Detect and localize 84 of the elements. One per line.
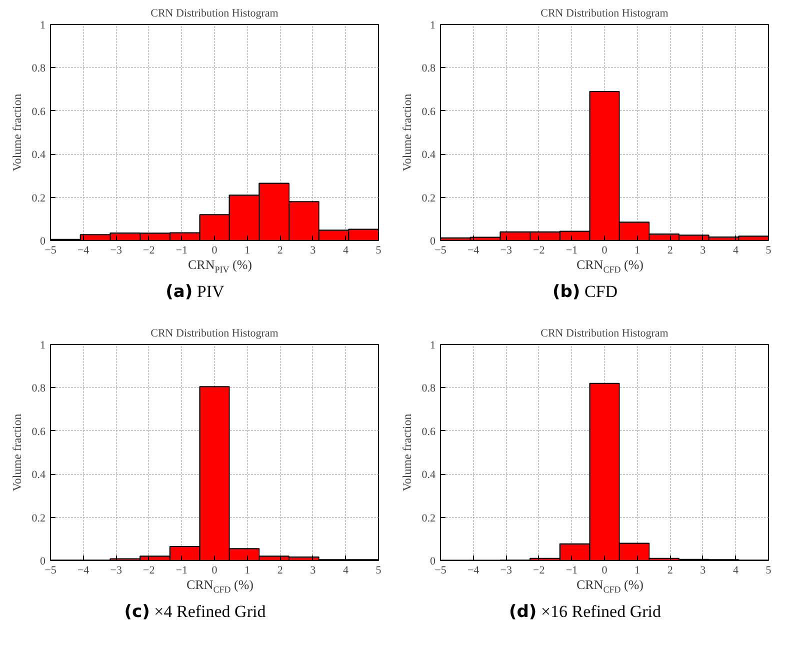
y-tick-label: 0.2	[32, 512, 46, 524]
chart-title: CRN Distribution Histogram	[540, 328, 669, 340]
y-tick-label: 0.2	[422, 512, 436, 524]
text: (c) ×4 Refined Grid	[123, 601, 267, 624]
x-tick-label: −1	[566, 564, 578, 576]
text: (a) PIV	[164, 281, 226, 304]
y-tick-label: 0.6	[32, 106, 46, 118]
x-tick-label: −3	[500, 244, 512, 256]
x-tick-label: −4	[467, 244, 480, 256]
x-tick-label: −1	[176, 244, 188, 256]
x-tick-label: −3	[110, 244, 122, 256]
x-tick-label: −4	[77, 244, 90, 256]
x-tick-label: −3	[110, 564, 122, 576]
x-tick-label: −4	[467, 564, 480, 576]
x-tick-label: −2	[533, 244, 545, 256]
chart-title: CRN Distribution Histogram	[150, 328, 279, 340]
x-axis-title: CRN$_{CFD}$ (%)	[186, 576, 254, 596]
y-tick-label: 0	[40, 236, 46, 248]
y-tick-label: 0.6	[32, 426, 46, 438]
x-tick-label: −1	[176, 564, 188, 576]
y-tick-label: 1	[430, 20, 436, 32]
x-tick-label: 4	[732, 564, 739, 576]
x-tick-label: 0	[212, 244, 218, 256]
x-axis-title: CRN$_{CFD}$ (%)	[576, 576, 644, 596]
x-tick-label: −5	[434, 564, 447, 576]
x-tick-label: −2	[143, 564, 155, 576]
y-tick-label: 1	[430, 340, 436, 352]
x-tick-label: −1	[566, 244, 578, 256]
x-tick-label: −2	[143, 244, 155, 256]
x-tick-label: 5	[766, 244, 772, 256]
x-tick-label: 4	[732, 244, 739, 256]
x-tick-label: −2	[533, 564, 545, 576]
x-tick-label: 2	[277, 564, 283, 576]
x-tick-label: 3	[700, 564, 706, 576]
y-tick-label: 0.4	[422, 469, 436, 482]
x-tick-label: 3	[700, 244, 706, 256]
y-tick-label: 0.2	[422, 192, 436, 204]
y-axis-title: Volume fraction	[10, 94, 24, 172]
y-axis-title: Volume fraction	[400, 94, 414, 172]
x-tick-label: 1	[634, 564, 640, 576]
y-tick-label: 0.4	[32, 149, 46, 162]
x-tick-label: 0	[212, 564, 218, 576]
x-tick-label: 5	[376, 244, 382, 256]
x-tick-label: 2	[667, 564, 673, 576]
x-tick-label: −5	[434, 244, 447, 256]
x-tick-label: 3	[310, 564, 316, 576]
x-tick-label: 5	[766, 564, 772, 576]
y-tick-label: 1	[40, 20, 46, 32]
x-tick-label: −5	[44, 564, 57, 576]
chart-title: CRN Distribution Histogram	[150, 8, 279, 20]
x-tick-label: 3	[310, 244, 316, 256]
x-tick-label: 4	[342, 564, 349, 576]
x-tick-label: 1	[244, 564, 250, 576]
y-tick-label: 0.8	[422, 62, 436, 75]
y-tick-label: 0.8	[32, 382, 46, 395]
y-tick-label: 0.4	[422, 149, 436, 162]
x-tick-label: 0	[602, 564, 608, 576]
y-tick-label: 0.8	[32, 62, 46, 75]
x-axis-title: CRN$_{CFD}$ (%)	[576, 256, 644, 276]
x-tick-label: 1	[244, 244, 250, 256]
x-tick-label: 1	[634, 244, 640, 256]
x-tick-label: 4	[342, 244, 349, 256]
y-tick-label: 0.4	[32, 469, 46, 482]
x-tick-label: −3	[500, 564, 512, 576]
y-tick-label: 0	[40, 556, 46, 568]
y-tick-label: 0	[430, 236, 436, 248]
y-tick-label: 0	[430, 556, 436, 568]
y-tick-label: 1	[40, 340, 46, 352]
y-axis-title: Volume fraction	[400, 414, 414, 492]
x-tick-label: 2	[667, 244, 673, 256]
text: (d) ×16 Refined Grid	[508, 601, 662, 624]
x-tick-label: 0	[602, 244, 608, 256]
chart-title: CRN Distribution Histogram	[540, 8, 669, 20]
y-axis-title: Volume fraction	[10, 414, 24, 492]
x-tick-label: −5	[44, 244, 57, 256]
x-tick-label: 5	[376, 564, 382, 576]
x-axis-title: CRN$_{PIV}$ (%)	[187, 256, 253, 276]
y-tick-label: 0.2	[32, 192, 46, 204]
y-tick-label: 0.8	[422, 382, 436, 395]
y-tick-label: 0.6	[422, 426, 436, 438]
y-tick-label: 0.6	[422, 106, 436, 118]
text: (b) CFD	[551, 281, 619, 304]
x-tick-label: −4	[77, 564, 90, 576]
x-tick-label: 2	[277, 244, 283, 256]
